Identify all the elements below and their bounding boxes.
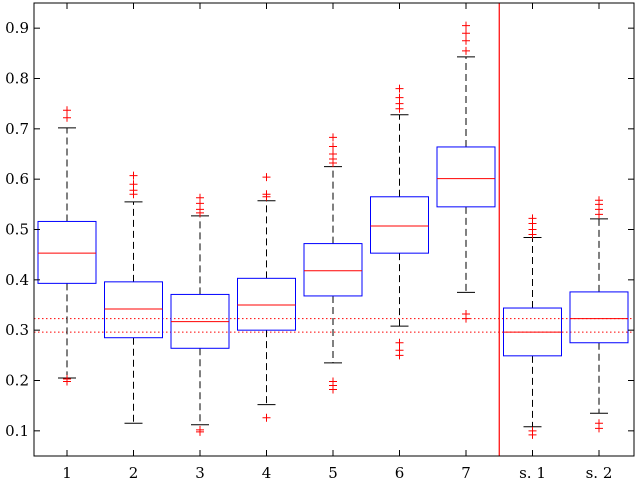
box bbox=[370, 196, 429, 254]
box-group-4 bbox=[237, 173, 296, 422]
y-tick-label: 0.2 bbox=[5, 372, 29, 390]
box-group-2 bbox=[104, 171, 163, 424]
outlier-marker bbox=[63, 374, 71, 383]
outlier-marker bbox=[262, 190, 271, 199]
box-group-6 bbox=[370, 84, 429, 360]
outlier-marker bbox=[462, 310, 470, 319]
outlier-marker bbox=[329, 377, 337, 386]
box bbox=[237, 277, 296, 331]
plot-frame bbox=[33, 2, 635, 457]
y-tick-label: 0.5 bbox=[5, 221, 29, 239]
x-tick-label: 3 bbox=[195, 464, 205, 482]
boxes-layer bbox=[37, 21, 629, 439]
outlier-marker bbox=[262, 413, 271, 422]
y-tick-label: 0.3 bbox=[5, 321, 29, 339]
x-tick-label: s. 1 bbox=[519, 464, 546, 482]
box-group-5 bbox=[303, 133, 363, 394]
x-tick-label: 1 bbox=[62, 464, 72, 482]
x-tick-label: 2 bbox=[129, 464, 139, 482]
outlier-marker bbox=[329, 133, 337, 142]
box bbox=[104, 281, 163, 339]
axes-layer: 0.1 0.2 0.3 0.4 0.5 0.6 0.7 0.8 0.9 1 2 3 4 5 6 7 s. 1 s.… bbox=[5, 2, 635, 482]
x-tick-label: 6 bbox=[395, 464, 405, 482]
outlier-marker bbox=[196, 425, 204, 434]
outlier-marker bbox=[129, 180, 138, 189]
outlier-marker bbox=[462, 21, 470, 30]
y-tick-label: 0.8 bbox=[5, 70, 29, 88]
y-tick-label: 0.1 bbox=[5, 422, 29, 440]
outlier-marker bbox=[395, 338, 404, 347]
y-tick-label: 0.6 bbox=[5, 170, 29, 188]
outlier-marker bbox=[595, 196, 603, 205]
outlier-marker bbox=[262, 173, 271, 182]
box-group-8 bbox=[503, 214, 562, 439]
outlier-marker bbox=[196, 193, 204, 202]
box-group-3 bbox=[170, 193, 230, 436]
box bbox=[37, 220, 97, 284]
x-tick-label: s. 2 bbox=[586, 464, 613, 482]
outlier-marker bbox=[462, 29, 470, 38]
outlier-marker bbox=[395, 84, 404, 93]
y-tick-label: 0.4 bbox=[5, 271, 29, 289]
outlier-marker bbox=[129, 171, 138, 180]
outlier-marker bbox=[462, 46, 470, 55]
outlier-marker bbox=[462, 36, 470, 45]
box bbox=[569, 291, 629, 344]
x-tick-label: 7 bbox=[461, 464, 471, 482]
outlier-marker bbox=[329, 150, 337, 158]
box-group-9 bbox=[569, 196, 629, 433]
outlier-marker bbox=[395, 346, 404, 355]
outlier-marker bbox=[528, 426, 537, 435]
x-tick-label: 4 bbox=[262, 464, 272, 482]
y-tick-label: 0.7 bbox=[5, 120, 29, 138]
y-tick-label: 0.9 bbox=[5, 19, 29, 37]
box bbox=[303, 243, 363, 297]
outlier-marker bbox=[63, 113, 71, 122]
box-group-7 bbox=[436, 21, 496, 323]
outlier-marker bbox=[63, 106, 71, 115]
outlier-marker bbox=[528, 214, 537, 223]
outlier-marker bbox=[395, 93, 404, 102]
outlier-marker bbox=[329, 142, 337, 151]
box-group-1 bbox=[37, 106, 97, 386]
outlier-marker bbox=[595, 419, 603, 428]
box bbox=[436, 146, 496, 208]
x-tick-label: 5 bbox=[328, 464, 338, 482]
reference-lines-layer bbox=[34, 318, 634, 333]
